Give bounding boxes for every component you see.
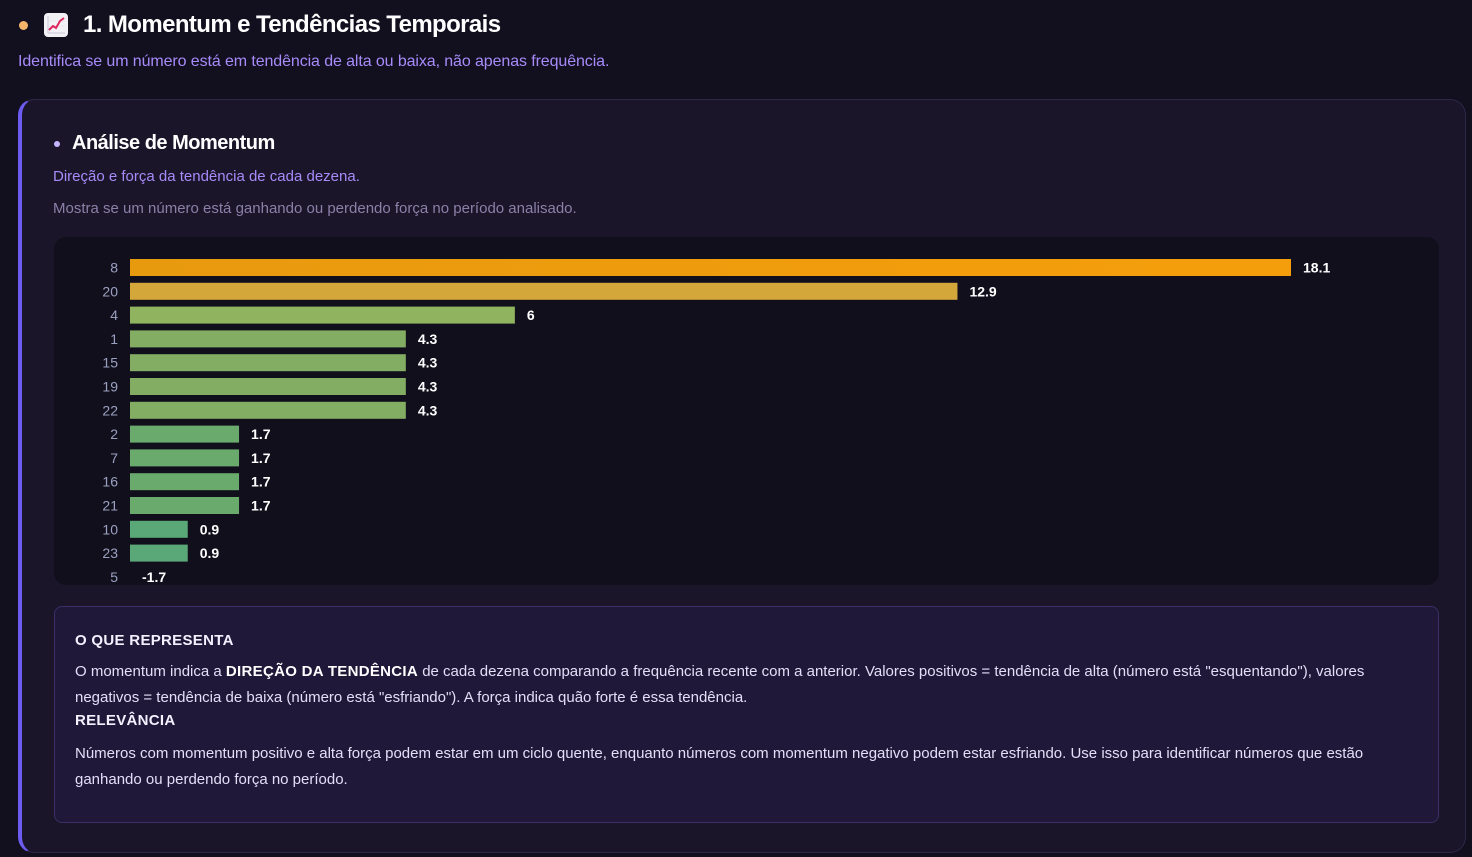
bar-value-label: 6: [527, 307, 535, 323]
card-title: Análise de Momentum: [72, 132, 275, 154]
bar[interactable]: [130, 497, 240, 514]
bar-value-label: 4.3: [418, 355, 438, 371]
bar[interactable]: [130, 544, 188, 562]
bar-value-label: 1.7: [251, 474, 271, 490]
section-title: 1. Momentum e Tendências Temporais: [83, 11, 501, 38]
momentum-bar-chart: 8 18.1 20 12.9 4 6 1 4.3 15 4.3 19 4.3 22 4.3 2 1.7 7 1.7…: [102, 259, 1330, 585]
card-subtitle: Direção e força da tendência de cada dez…: [53, 168, 360, 185]
card-note: Mostra se um número está ganhando ou per…: [53, 200, 577, 217]
bar[interactable]: [130, 354, 406, 372]
info-text-after: de cada dezena comparando a frequência r…: [75, 663, 1365, 706]
bar-value-label: 1.7: [251, 426, 271, 442]
bar-value-label: 12.9: [969, 283, 996, 299]
info-paragraph-what: O momentum indica a DIREÇÃO DA TENDÊNCIA…: [75, 659, 1418, 711]
info-text-before: O momentum indica a: [75, 663, 226, 680]
bar-value-label: 4.3: [418, 331, 438, 347]
momentum-card: Análise de Momentum Direção e força da t…: [18, 99, 1466, 853]
y-tick-label: 5: [110, 569, 118, 585]
bar[interactable]: [130, 449, 240, 467]
card-title-row: Análise de Momentum: [54, 132, 275, 155]
bar-value-label: 4.3: [418, 402, 438, 418]
y-tick-label: 19: [102, 379, 118, 395]
section-dot-icon: [19, 20, 28, 30]
bar[interactable]: [130, 473, 240, 491]
bar-value-label: 4.3: [418, 379, 438, 395]
bar[interactable]: [130, 259, 1291, 276]
momentum-chart: 8 18.1 20 12.9 4 6 1 4.3 15 4.3 19 4.3 22 4.3 2 1.7 7 1.7…: [54, 237, 1439, 585]
bar-value-label: -1.7: [142, 569, 166, 585]
y-tick-label: 22: [102, 402, 118, 418]
y-tick-label: 7: [110, 450, 118, 466]
bullet-icon: [54, 140, 60, 147]
bar[interactable]: [130, 282, 958, 300]
info-heading-what: O QUE REPRESENTA: [75, 632, 234, 649]
info-paragraph-relevance: Números com momentum positivo e alta for…: [75, 745, 1364, 788]
y-tick-label: 10: [102, 521, 118, 537]
bar-value-label: 18.1: [1303, 260, 1330, 276]
section-subtitle: Identifica se um número está em tendênci…: [18, 53, 610, 70]
bar[interactable]: [130, 425, 240, 443]
y-tick-label: 23: [102, 545, 118, 561]
bar-value-label: 1.7: [251, 498, 271, 514]
y-tick-label: 21: [102, 498, 118, 514]
bar[interactable]: [130, 520, 188, 538]
bar[interactable]: [130, 401, 406, 419]
bar[interactable]: [130, 330, 406, 348]
section-header: 1. Momentum e Tendências Temporais: [18, 8, 501, 42]
info-heading-relevance: RELEVÂNCIA: [75, 712, 176, 729]
info-box: O QUE REPRESENTA O momentum indica a DIR…: [54, 606, 1439, 823]
y-tick-label: 1: [110, 331, 118, 347]
y-tick-label: 15: [102, 355, 118, 371]
chart-increasing-icon: [44, 13, 68, 37]
bar-value-label: 0.9: [200, 545, 220, 561]
info-text-bold: DIREÇÃO DA TENDÊNCIA: [225, 663, 419, 680]
y-tick-label: 20: [102, 283, 118, 299]
y-tick-label: 4: [110, 307, 118, 323]
y-tick-label: 16: [102, 474, 118, 490]
bar[interactable]: [130, 306, 515, 324]
y-tick-label: 8: [110, 260, 118, 276]
bar-value-label: 1.7: [251, 450, 271, 466]
bar[interactable]: [130, 378, 406, 395]
bar-value-label: 0.9: [200, 521, 220, 537]
y-tick-label: 2: [110, 426, 118, 442]
